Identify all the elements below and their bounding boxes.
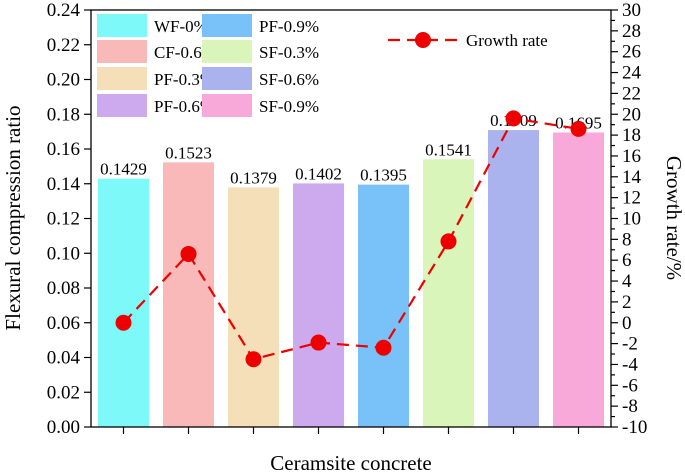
growth-rate-point — [115, 314, 132, 331]
legend-label: SF-0.3% — [259, 43, 319, 62]
bar-value-label: 0.1541 — [425, 140, 472, 159]
y2-tick-label: -6 — [622, 375, 638, 396]
y-tick-label: 0.16 — [47, 139, 80, 160]
y2-tick-label: 30 — [622, 0, 641, 21]
bar-value-label: 0.1523 — [165, 143, 212, 162]
y2-tick-label: -8 — [622, 396, 638, 417]
legend-label: CF-0.6% — [154, 43, 216, 62]
growth-rate-point — [245, 351, 262, 368]
y2-tick-label: 26 — [622, 42, 641, 63]
legend-label: WF-0% — [154, 17, 208, 36]
legend-line-marker — [415, 32, 431, 48]
legend-label: PF-0.9% — [259, 17, 319, 36]
bar-value-label: 0.1402 — [295, 164, 342, 183]
y2-tick-label: 12 — [622, 188, 641, 209]
growth-rate-point — [180, 245, 197, 262]
growth-rate-point — [310, 334, 327, 351]
legend-swatch — [97, 14, 147, 37]
growth-rate-point — [570, 120, 587, 137]
y-axis-ticks: 0.00 0.02 0.04 0.06 0.08 0.10 0.12 0.14 0.16 0.18… — [47, 0, 91, 438]
y2-tick-label: 28 — [622, 21, 641, 42]
bar-value-label: 0.1379 — [230, 168, 277, 187]
y-tick-label: 0.02 — [47, 382, 80, 403]
y-tick-label: 0.18 — [47, 104, 80, 125]
x-axis-ticks — [122, 427, 580, 434]
bar-cf-0-6- — [163, 162, 214, 427]
bar-sf-0-3- — [423, 159, 474, 427]
y-tick-label: 0.24 — [47, 0, 81, 21]
y2-axis-title: Growth rate/% — [662, 156, 685, 280]
y-tick-label: 0.08 — [47, 278, 80, 299]
legend-label: SF-0.6% — [259, 70, 319, 89]
legend-swatch — [202, 14, 252, 37]
legend-swatch — [202, 40, 252, 63]
bar-pf-0-9- — [358, 184, 409, 427]
y-tick-label: 0.22 — [47, 35, 80, 56]
y2-tick-label: 14 — [622, 167, 642, 188]
growth-rate-line-layer — [115, 110, 587, 368]
growth-rate-point — [505, 110, 522, 127]
legend-swatch — [202, 67, 252, 90]
legend-swatch — [202, 94, 252, 117]
legend-label: SF-0.9% — [259, 97, 319, 116]
growth-rate-point — [440, 233, 457, 250]
y2-tick-label: 16 — [622, 146, 641, 167]
y2-tick-label: 22 — [622, 83, 641, 104]
bar-value-label: 0.1395 — [360, 166, 407, 185]
y2-tick-label: -2 — [622, 334, 638, 355]
bar-labels-layer: 0.14290.15230.13790.14020.13950.15410.17… — [100, 111, 602, 187]
x-axis-title: Ceramsite concrete — [270, 451, 432, 475]
bar-pf-0-3- — [228, 187, 279, 427]
y2-tick-label: 24 — [622, 63, 642, 84]
y-tick-label: 0.14 — [47, 174, 81, 195]
y2-tick-label: 0 — [622, 313, 632, 334]
y-axis-title: Flexural compression ratio — [1, 105, 25, 330]
y-tick-label: 0.10 — [47, 243, 80, 264]
y2-tick-label: 4 — [622, 271, 632, 292]
legend-label: PF-0.3% — [154, 70, 214, 89]
bars-layer — [98, 130, 604, 427]
y2-tick-label: -10 — [622, 417, 647, 438]
legend-swatch — [97, 67, 147, 90]
y2-tick-label: 18 — [622, 125, 641, 146]
y2-tick-label: 10 — [622, 209, 641, 230]
y-tick-label: 0.00 — [47, 417, 80, 438]
legend-label: PF-0.6% — [154, 97, 214, 116]
y-tick-label: 0.06 — [47, 313, 80, 334]
bar-sf-0-9- — [553, 132, 604, 427]
legend: WF-0% CF-0.6% PF-0.3% PF-0.6% PF-0.9% SF-0.3%… — [97, 14, 548, 117]
y2-tick-label: 8 — [622, 229, 632, 250]
y-tick-label: 0.20 — [47, 70, 80, 91]
y-tick-label: 0.12 — [47, 209, 80, 230]
bar-sf-0-6- — [488, 130, 539, 427]
y-tick-label: 0.04 — [47, 348, 81, 369]
legend-swatch — [97, 40, 147, 63]
bar-pf-0-6- — [293, 183, 344, 427]
bar-wf-0- — [98, 178, 149, 427]
bar-value-label: 0.1429 — [100, 160, 147, 179]
y2-tick-label: 20 — [622, 104, 641, 125]
growth-rate-point — [375, 339, 392, 356]
y2-tick-label: 2 — [622, 292, 632, 313]
growth-rate-line — [122, 117, 579, 361]
legend-swatch — [97, 94, 147, 117]
y2-tick-label: -4 — [622, 354, 638, 375]
legend-label-growth-rate: Growth rate — [466, 31, 548, 50]
y2-tick-label: 6 — [622, 250, 632, 271]
